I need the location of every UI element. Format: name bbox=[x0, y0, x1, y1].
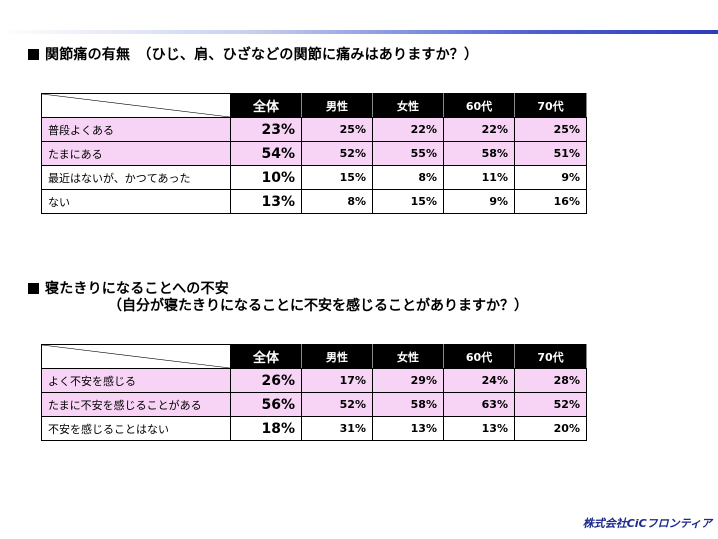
cell-70s: 16% bbox=[514, 189, 587, 214]
cell-male: 17% bbox=[301, 368, 373, 393]
header-gradient-line bbox=[0, 30, 718, 34]
row-label: よく不安を感じる bbox=[41, 368, 231, 393]
cell-70s: 25% bbox=[514, 117, 587, 142]
square-bullet-icon bbox=[28, 283, 39, 294]
cell-60s: 24% bbox=[443, 368, 515, 393]
company-logo: 株式会社CiCフロンティア bbox=[582, 517, 712, 530]
cell-70s: 28% bbox=[514, 368, 587, 393]
table-row: ない 13% 8% 15% 9% 16% bbox=[41, 189, 587, 214]
row-label: 普段よくある bbox=[41, 117, 231, 142]
cell-60s: 9% bbox=[443, 189, 515, 214]
header-total: 全体 bbox=[230, 344, 302, 369]
header-male: 男性 bbox=[301, 344, 373, 369]
table-row: 最近はないが、かつてあった 10% 15% 8% 11% 9% bbox=[41, 165, 587, 190]
cell-total: 13% bbox=[230, 189, 302, 214]
cell-male: 25% bbox=[301, 117, 373, 142]
cell-female: 29% bbox=[372, 368, 444, 393]
cell-60s: 58% bbox=[443, 141, 515, 166]
cell-60s: 22% bbox=[443, 117, 515, 142]
section1-title-text: 関節痛の有無 （ひじ、肩、ひざなどの関節に痛みはありますか？） bbox=[45, 47, 479, 63]
table-row: たまにある 54% 52% 55% 58% 51% bbox=[41, 141, 587, 166]
section2-subtitle: （自分が寝たきりになることに不安を感じることがありますか？） bbox=[108, 298, 528, 314]
cell-70s: 20% bbox=[514, 416, 587, 441]
cell-female: 13% bbox=[372, 416, 444, 441]
cell-total: 10% bbox=[230, 165, 302, 190]
cell-70s: 9% bbox=[514, 165, 587, 190]
table-corner-cell bbox=[41, 93, 231, 118]
cell-male: 52% bbox=[301, 392, 373, 417]
cell-female: 58% bbox=[372, 392, 444, 417]
cell-70s: 51% bbox=[514, 141, 587, 166]
header-60s: 60代 bbox=[443, 93, 515, 118]
header-female: 女性 bbox=[372, 344, 444, 369]
square-bullet-icon bbox=[28, 49, 39, 60]
cell-female: 55% bbox=[372, 141, 444, 166]
cell-total: 54% bbox=[230, 141, 302, 166]
header-male: 男性 bbox=[301, 93, 373, 118]
row-label: 最近はないが、かつてあった bbox=[41, 165, 231, 190]
cell-female: 8% bbox=[372, 165, 444, 190]
row-label: 不安を感じることはない bbox=[41, 416, 231, 441]
cell-total: 23% bbox=[230, 117, 302, 142]
cell-60s: 11% bbox=[443, 165, 515, 190]
bedridden-anxiety-table: 全体 男性 女性 60代 70代 よく不安を感じる 26% 17% 29% 24… bbox=[41, 344, 587, 441]
cell-60s: 63% bbox=[443, 392, 515, 417]
header-70s: 70代 bbox=[514, 344, 587, 369]
row-label: ない bbox=[41, 189, 231, 214]
cell-total: 56% bbox=[230, 392, 302, 417]
header-female: 女性 bbox=[372, 93, 444, 118]
cell-male: 31% bbox=[301, 416, 373, 441]
cell-total: 26% bbox=[230, 368, 302, 393]
cell-female: 22% bbox=[372, 117, 444, 142]
row-label: たまに不安を感じることがある bbox=[41, 392, 231, 417]
table-corner-cell bbox=[41, 344, 231, 369]
header-60s: 60代 bbox=[443, 344, 515, 369]
header-70s: 70代 bbox=[514, 93, 587, 118]
table-row: 普段よくある 23% 25% 22% 22% 25% bbox=[41, 117, 587, 142]
section2-title: 寝たきりになることへの不安 bbox=[28, 278, 229, 298]
cell-male: 8% bbox=[301, 189, 373, 214]
cell-70s: 52% bbox=[514, 392, 587, 417]
table-row: 不安を感じることはない 18% 31% 13% 13% 20% bbox=[41, 416, 587, 441]
cell-female: 15% bbox=[372, 189, 444, 214]
cell-male: 52% bbox=[301, 141, 373, 166]
section2-title-text: 寝たきりになることへの不安 bbox=[45, 281, 229, 297]
header-total: 全体 bbox=[230, 93, 302, 118]
cell-total: 18% bbox=[230, 416, 302, 441]
table-row: よく不安を感じる 26% 17% 29% 24% 28% bbox=[41, 368, 587, 393]
table-row: たまに不安を感じることがある 56% 52% 58% 63% 52% bbox=[41, 392, 587, 417]
row-label: たまにある bbox=[41, 141, 231, 166]
section1-title: 関節痛の有無 （ひじ、肩、ひざなどの関節に痛みはありますか？） bbox=[28, 44, 478, 64]
cell-male: 15% bbox=[301, 165, 373, 190]
cell-60s: 13% bbox=[443, 416, 515, 441]
joint-pain-table: 全体 男性 女性 60代 70代 普段よくある 23% 25% 22% 22% … bbox=[41, 93, 587, 214]
